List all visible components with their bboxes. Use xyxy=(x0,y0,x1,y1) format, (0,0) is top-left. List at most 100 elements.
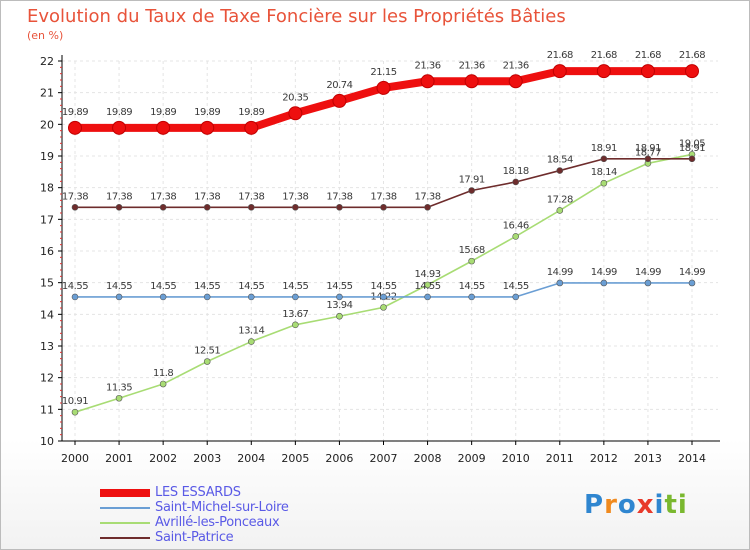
data-point xyxy=(71,293,79,301)
data-point xyxy=(512,293,520,301)
data-label: 21.68 xyxy=(547,50,573,61)
data-point xyxy=(468,187,475,194)
legend-swatch xyxy=(100,489,150,497)
y-tick-label: 19 xyxy=(40,150,54,163)
data-label: 19.89 xyxy=(194,107,220,118)
data-point xyxy=(644,279,652,287)
data-label: 21.68 xyxy=(679,50,705,61)
data-label: 21.36 xyxy=(459,60,485,71)
data-point xyxy=(159,204,167,211)
data-label: 14.55 xyxy=(415,281,441,292)
y-tick-label: 21 xyxy=(40,87,54,100)
data-point xyxy=(115,394,123,402)
x-tick-label: 2002 xyxy=(149,452,177,465)
data-point xyxy=(380,293,387,301)
data-label: 14.55 xyxy=(326,281,352,292)
y-tick-label: 17 xyxy=(40,213,54,226)
data-label: 13.14 xyxy=(238,326,264,337)
y-tick-label: 16 xyxy=(40,245,54,258)
data-label: 17.38 xyxy=(370,191,396,202)
data-label: 14.55 xyxy=(106,281,132,292)
data-label: 17.38 xyxy=(282,191,308,202)
data-point xyxy=(600,155,608,163)
data-label: 16.46 xyxy=(503,220,529,231)
data-label: 17.38 xyxy=(415,191,441,202)
data-label: 17.38 xyxy=(238,191,264,202)
data-label: 15.68 xyxy=(459,245,485,256)
data-label: 14.99 xyxy=(679,267,705,278)
y-tick-label: 15 xyxy=(40,277,54,290)
data-label: 17.38 xyxy=(106,191,132,202)
data-point xyxy=(424,281,431,289)
data-label: 14.55 xyxy=(150,281,176,292)
y-tick-label: 12 xyxy=(40,372,54,385)
data-label: 21.68 xyxy=(635,50,661,61)
proxiti-logo: Proxiti xyxy=(584,490,688,520)
data-point xyxy=(203,204,211,211)
data-label: 21.36 xyxy=(415,60,441,71)
data-point xyxy=(159,380,167,388)
data-label: 14.93 xyxy=(415,269,441,280)
legend-swatch xyxy=(100,537,150,539)
x-tick-label: 2004 xyxy=(237,452,265,465)
logo-letter: t xyxy=(664,490,678,520)
logo-letter: r xyxy=(604,490,618,520)
data-label: 17.38 xyxy=(326,191,352,202)
data-point xyxy=(644,155,652,163)
data-point xyxy=(685,64,699,79)
data-point xyxy=(512,178,520,186)
data-point xyxy=(336,293,343,301)
data-point xyxy=(688,155,696,163)
data-point xyxy=(115,204,123,211)
data-point xyxy=(380,304,387,311)
data-point xyxy=(688,279,696,287)
x-tick-label: 2012 xyxy=(590,452,618,465)
y-tick-label: 13 xyxy=(40,340,54,353)
y-tick-label: 22 xyxy=(40,55,54,68)
data-label: 14.55 xyxy=(194,281,220,292)
data-point xyxy=(336,204,343,211)
data-point xyxy=(203,358,211,365)
data-point xyxy=(112,120,127,135)
data-point xyxy=(508,74,523,89)
data-label: 17.28 xyxy=(547,194,573,205)
data-label: 21.36 xyxy=(503,60,529,71)
data-point xyxy=(244,120,259,135)
legend-swatch xyxy=(100,507,150,509)
logo-letter: i xyxy=(654,490,665,520)
x-tick-label: 2007 xyxy=(370,452,398,465)
data-point xyxy=(556,207,564,214)
data-point xyxy=(464,74,479,89)
data-point xyxy=(468,293,475,301)
x-tick-label: 2008 xyxy=(414,452,442,465)
x-tick-label: 2010 xyxy=(502,452,530,465)
data-point xyxy=(288,106,303,121)
data-label: 13.67 xyxy=(282,309,308,320)
y-tick-label: 18 xyxy=(40,182,54,195)
data-label: 19.89 xyxy=(150,107,176,118)
data-label: 11.35 xyxy=(106,382,132,393)
logo-letter: P xyxy=(584,490,605,520)
data-point xyxy=(71,204,79,211)
data-label: 19.89 xyxy=(106,107,132,118)
y-tick-label: 11 xyxy=(40,403,54,416)
data-label: 10.91 xyxy=(62,396,88,407)
data-point xyxy=(247,338,255,345)
x-tick-label: 2001 xyxy=(105,452,133,465)
data-point xyxy=(336,312,343,320)
x-tick-label: 2005 xyxy=(281,452,309,465)
data-point xyxy=(424,204,431,211)
data-label: 17.38 xyxy=(62,191,88,202)
data-point xyxy=(468,257,475,265)
data-label: 18.54 xyxy=(547,155,573,166)
x-tick-label: 2000 xyxy=(61,452,89,465)
logo-letter: x xyxy=(636,490,655,520)
data-point xyxy=(556,167,564,174)
data-label: 19.89 xyxy=(62,107,88,118)
data-label: 14.55 xyxy=(238,281,264,292)
data-point xyxy=(203,293,211,301)
logo-letter: i xyxy=(677,490,688,520)
legend-label: Avrillé-les-Ponceaux xyxy=(155,515,280,530)
data-label: 11.8 xyxy=(153,368,173,379)
